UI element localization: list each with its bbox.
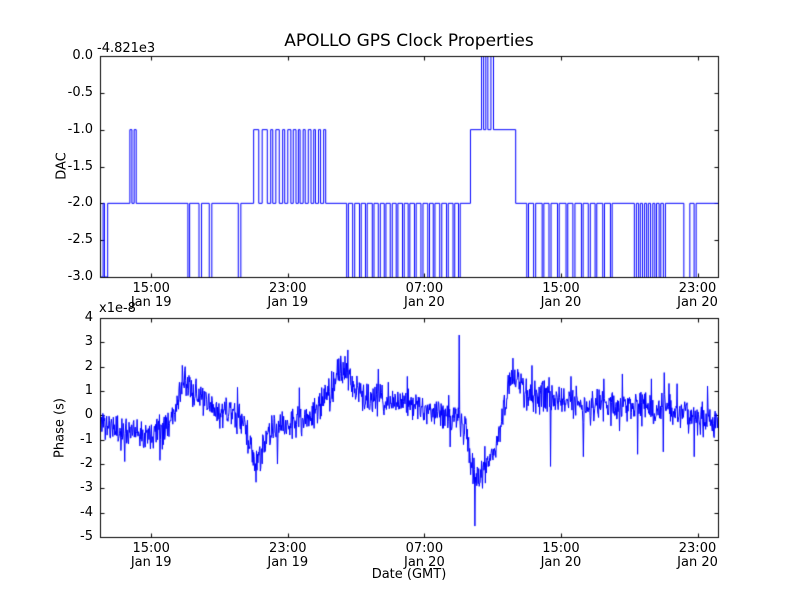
chart-title: APOLLO GPS Clock Properties [284,31,534,51]
y-tick-label: -4 [80,504,93,520]
dac-offset-label: -4.821e3 [97,41,156,56]
y-tick-label: 0.0 [72,48,93,63]
x-tick-time-label: 23:00 [269,541,307,556]
x-tick-date-label: Jan 20 [540,555,582,570]
y-tick-label: 1 [84,383,93,398]
x-tick-time-label: 23:00 [678,541,717,556]
x-tick-date-label: Jan 19 [267,555,309,570]
x-tick-date-label: Jan 20 [404,295,445,310]
x-tick-date-label: Jan 20 [677,555,718,570]
y-tick-label: 0 [84,407,93,423]
y-tick-label: -1 [80,431,93,447]
y-tick-label: -0.5 [67,84,93,100]
x-tick-date-label: Jan 20 [404,555,445,570]
x-tick-time-label: 15:00 [132,281,170,296]
y-tick-label: 3 [84,334,93,350]
y-tick-label: -3.0 [67,269,93,284]
y-tick-label: 2 [84,358,93,374]
y-tick-label: -2.5 [67,232,93,248]
y-tick-label: 4 [84,310,93,325]
x-tick-time-label: 15:00 [542,541,580,556]
x-tick-date-label: Jan 20 [677,295,718,310]
x-tick-time-label: 23:00 [678,281,717,296]
y-tick-label: -2 [80,456,93,471]
y-tick-label: -1.5 [67,158,93,174]
phase-y-axis-label: Phase (s) [52,398,68,458]
y-tick-label: -3 [80,480,93,496]
y-tick-label: -5 [80,529,93,544]
x-tick-date-label: Jan 19 [267,295,309,310]
x-tick-date-label: Jan 19 [130,555,172,570]
x-axis-label: Date (GMT) [371,567,447,582]
x-tick-time-label: 15:00 [132,541,170,556]
y-tick-label: -2.0 [67,195,93,211]
x-tick-date-label: Jan 20 [540,295,582,310]
x-tick-time-label: 07:00 [405,541,444,556]
x-tick-time-label: 07:00 [405,281,444,296]
phase-scale-label: x1e-8 [99,301,136,316]
x-tick-time-label: 23:00 [269,281,307,296]
x-tick-date-label: Jan 19 [130,295,172,310]
x-tick-time-label: 15:00 [542,281,580,296]
y-tick-label: -1.0 [67,121,93,137]
